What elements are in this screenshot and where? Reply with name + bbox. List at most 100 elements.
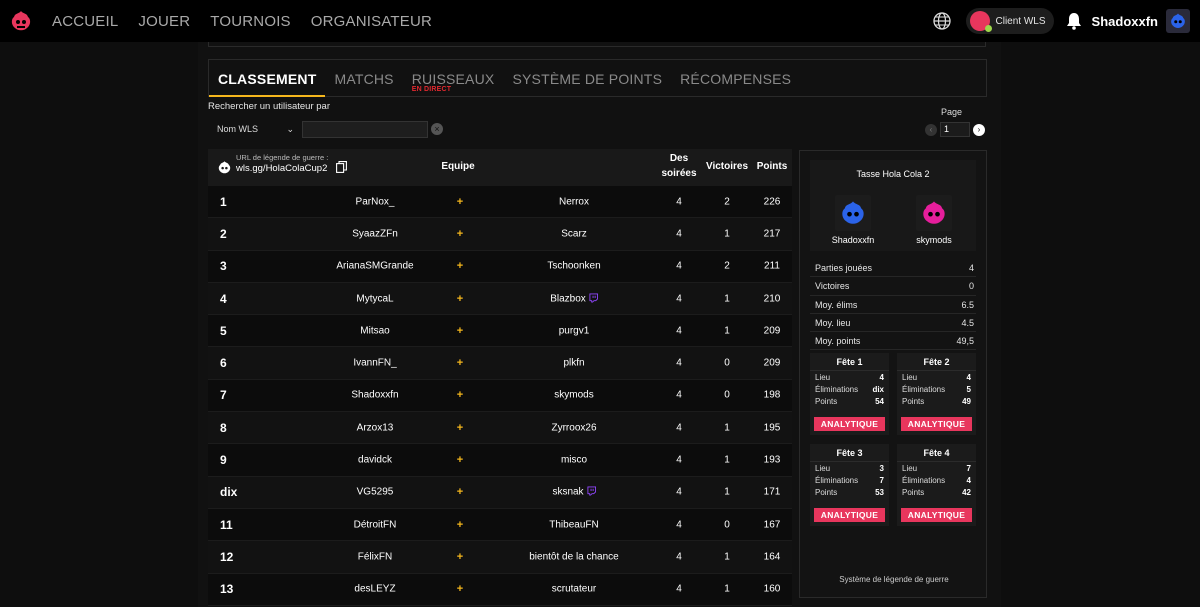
player1-cell-text: Arzox13 (356, 422, 394, 434)
analytics-button[interactable]: ANALYTIQUE (814, 417, 885, 431)
copy-icon[interactable] (336, 161, 347, 173)
page-input[interactable]: 1 (940, 122, 970, 137)
table-row[interactable]: dix VG5295 + sksnak 4 1 171 (208, 476, 792, 509)
nav-item-jouer[interactable]: JOUER (138, 12, 191, 30)
game-elims-value: 7 (879, 476, 884, 485)
game-points-value: 42 (962, 488, 971, 497)
game-title: Fête 3 (810, 444, 889, 462)
wins-cell-text: 0 (724, 389, 730, 401)
player2-cell: scrutateur (504, 584, 644, 595)
points-cell-text: 211 (764, 260, 780, 272)
plus-separator-text: + (456, 292, 464, 305)
player2-cell: Tschoonken (504, 261, 644, 272)
player1-cell: ParNox_ (310, 196, 440, 207)
twitch-icon[interactable] (589, 293, 598, 303)
wins-cell-text: 2 (724, 260, 730, 272)
rank-cell: 4 (220, 292, 227, 306)
prev-page-button[interactable]: ‹ (925, 123, 937, 136)
player-avatar-icon (923, 201, 945, 224)
table-row[interactable]: 3 ArianaSMGrande + Tschoonken 4 2 211 (208, 250, 792, 283)
table-row[interactable]: 1 ParNox_ + Nerrox 4 2 226 (208, 186, 792, 219)
table-row[interactable]: 12 FélixFN + bientôt de la chance 4 1 164 (208, 541, 792, 574)
wins-cell: 1 (716, 422, 738, 433)
stat-row: Moy. lieu 4.5 (810, 314, 976, 333)
client-avatar-icon (969, 11, 992, 32)
points-cell: 167 (755, 519, 789, 530)
search-type-value: Nom WLS (217, 124, 259, 134)
table-row[interactable]: 2 SyaazZFn + Scarz 4 1 217 (208, 218, 792, 251)
plus-separator-text: + (456, 550, 464, 563)
table-row[interactable]: 11 DétroitFN + ThibeauFN 4 0 167 (208, 508, 792, 542)
clear-search-icon[interactable]: × (431, 123, 443, 135)
rank-cell-text: 7 (220, 388, 227, 403)
table-header: URL de légende de guerre : wls.gg/HolaCo… (208, 149, 792, 186)
player1-cell-text: ParNox_ (355, 196, 395, 208)
client-wls-button[interactable]: Client WLS (965, 8, 1054, 34)
rank-cell: 8 (220, 421, 227, 435)
tab-label: MATCHS (334, 71, 394, 87)
tab-systeme-points[interactable]: SYSTÈME DE POINTS (503, 60, 671, 96)
table-row[interactable]: 9 davidck + misco 4 1 193 (208, 444, 792, 477)
nav-item-accueil[interactable]: ACCUEIL (52, 12, 119, 30)
globe-icon[interactable] (932, 11, 952, 31)
wins-cell: 1 (716, 228, 738, 239)
search-type-select[interactable]: Nom WLS ⌄ (208, 120, 298, 138)
plus-separator: + (455, 389, 465, 401)
stat-label: Moy. points (815, 336, 861, 347)
rank-cell-text: dix (220, 485, 238, 500)
player2-cell: sksnak (504, 486, 644, 498)
user-avatar-icon (1171, 13, 1185, 28)
game-lieu-label: Lieu (902, 373, 918, 382)
bell-icon[interactable] (1066, 12, 1082, 30)
game-lieu-value: 4 (966, 373, 971, 382)
soirees-cell: 4 (668, 422, 690, 433)
table-row[interactable]: 7 Shadoxxfn + skymods 4 0 198 (208, 379, 792, 413)
points-cell: 211 (755, 261, 789, 272)
points-cell-text: 210 (763, 293, 781, 305)
player1-cell: DétroitFN (310, 519, 440, 530)
soirees-cell: 4 (668, 196, 690, 207)
tab-recompenses[interactable]: RÉCOMPENSES (671, 60, 800, 96)
analytics-button[interactable]: ANALYTIQUE (814, 508, 885, 522)
table-row[interactable]: 13 desLEYZ + scrutateur 4 1 160 (208, 573, 792, 606)
player2-cell-text: misco (560, 454, 588, 466)
game-line: Éliminations 7 (815, 474, 884, 486)
table-row[interactable]: 6 IvannFN_ + plkfn 4 0 209 (208, 347, 792, 380)
player1-cell-text: FélixFN (357, 551, 393, 563)
player2-cell-text: ThibeauFN (549, 519, 599, 531)
nav-item-tournois[interactable]: TOURNOIS (210, 12, 291, 30)
player1-cell: FélixFN (310, 551, 440, 562)
pagination: ‹ 1 › (925, 122, 985, 137)
username[interactable]: Shadoxxfn (1091, 13, 1158, 29)
nav-item-organisateur[interactable]: ORGANISATEUR (310, 12, 433, 30)
twitch-icon[interactable] (587, 486, 596, 496)
wins-cell-text: 1 (724, 325, 730, 337)
analytics-button[interactable]: ANALYTIQUE (901, 508, 972, 522)
top-right-controls: Client WLS Shadoxxfn (932, 0, 1200, 42)
stat-row: Victoires 0 (810, 277, 976, 296)
header-wins: Victoires (705, 161, 749, 172)
wins-cell: 2 (716, 196, 738, 207)
wins-cell: 1 (716, 487, 738, 498)
table-row[interactable]: 5 Mitsao + purgv1 4 1 209 (208, 315, 792, 348)
game-elims-value: 5 (966, 385, 971, 394)
player-card[interactable]: skymods (904, 195, 964, 245)
rank-cell: 3 (220, 259, 227, 273)
table-row[interactable]: 4 MytycaL + Blazbox 4 1 210 (208, 282, 792, 316)
user-avatar[interactable] (1166, 9, 1190, 33)
analytics-button[interactable]: ANALYTIQUE (901, 417, 972, 431)
player-card[interactable]: Shadoxxfn (823, 195, 883, 245)
rank-cell: 13 (220, 582, 233, 596)
points-cell: 198 (755, 390, 789, 401)
team-detail-panel: Tasse Hola Cola 2 Shadoxxfn (799, 150, 987, 598)
tournament-url[interactable]: wls.gg/HolaColaCup2 (236, 163, 328, 174)
tab-ruisseaux[interactable]: RUISSEAUX EN DIRECT (403, 60, 504, 96)
tab-label: SYSTÈME DE POINTS (512, 71, 663, 87)
search-input[interactable] (302, 120, 428, 138)
wls-logo-icon[interactable] (9, 9, 33, 33)
tab-matchs[interactable]: MATCHS (325, 60, 402, 96)
tab-classement[interactable]: CLASSEMENT (209, 60, 326, 97)
table-row[interactable]: 8 Arzox13 + Zyrroox26 4 1 195 (208, 412, 792, 445)
next-page-button[interactable]: › (973, 123, 985, 136)
game-line: Points 49 (902, 395, 971, 407)
